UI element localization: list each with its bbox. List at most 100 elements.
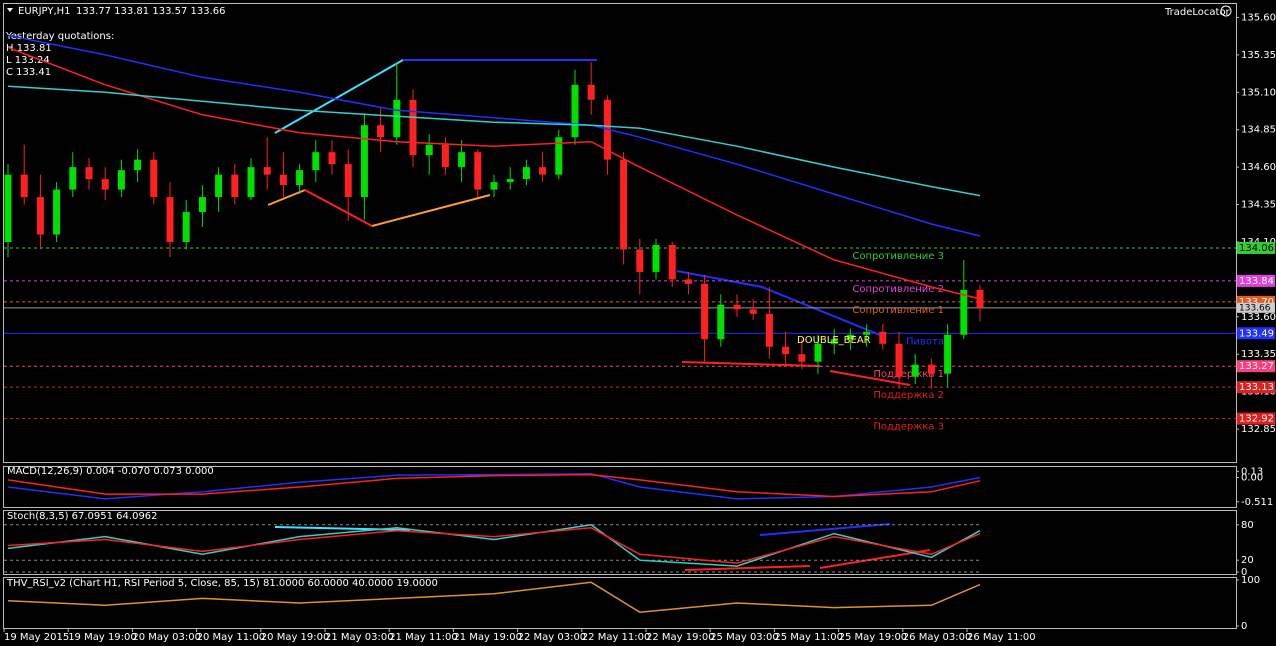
trendline — [676, 270, 763, 288]
candle-body — [539, 167, 547, 175]
indicator-line — [7, 472, 981, 500]
candle-body — [247, 167, 255, 198]
level-label: Сопротивление 2 — [852, 284, 944, 295]
time-label: 25 May 19:00 — [839, 632, 908, 643]
candle-body — [506, 179, 514, 183]
y-tick-label: 0 — [1241, 621, 1247, 632]
rsi-frame — [3, 577, 1237, 629]
price-box-label: 133.84 — [1239, 276, 1274, 287]
candle-body — [20, 174, 28, 198]
y-tick-label: 132.85 — [1241, 424, 1276, 435]
time-label: 20 May 19:00 — [261, 632, 330, 643]
brand-icon[interactable] — [1220, 5, 1232, 17]
candle-body — [198, 197, 206, 213]
candle-body — [458, 152, 466, 168]
candle-body — [960, 289, 968, 335]
menu-arrow[interactable] — [7, 8, 13, 12]
macd-frame — [3, 466, 1237, 508]
candle-body — [587, 84, 595, 100]
stoch-frame — [3, 510, 1237, 575]
pattern-label: DOUBLE_BEAR — [797, 335, 871, 346]
candle-body — [231, 174, 239, 198]
candle-body — [215, 174, 223, 198]
time-label: 19 May 2015 — [4, 632, 69, 643]
candle-body — [944, 334, 952, 374]
trendline — [274, 59, 404, 134]
candle-body — [4, 174, 12, 242]
indicator-title: THV_RSI_v2 (Chart H1, RSI Period 5, Clos… — [6, 578, 438, 589]
indicator-title: MACD(12,26,9) 0.004 -0.070 0.073 0.000 — [7, 466, 214, 477]
candle-body — [555, 137, 563, 175]
trendline — [759, 523, 891, 536]
time-label: 26 May 03:00 — [903, 632, 972, 643]
y-tick-label: 0 — [1241, 567, 1247, 578]
drawn-trendlines — [267, 59, 931, 571]
y-tick-label: 133.35 — [1241, 349, 1276, 360]
level-label: Поддержка 3 — [873, 422, 944, 433]
candle-body — [571, 84, 579, 138]
candle-body — [69, 167, 77, 190]
trendline — [684, 565, 811, 571]
price-box-label: 133.49 — [1239, 328, 1274, 339]
candle-body — [717, 304, 725, 340]
price-box-label: 132.92 — [1239, 414, 1274, 425]
candle-body — [328, 152, 336, 165]
price-box — [1237, 274, 1275, 287]
candle-body — [863, 331, 871, 335]
candle-body — [166, 197, 174, 242]
trendline — [274, 526, 411, 531]
trendline — [829, 370, 911, 386]
y-tick-label: 134.60 — [1241, 162, 1276, 173]
candle-body — [668, 244, 676, 280]
candle-body — [150, 159, 158, 198]
candle-body — [279, 174, 287, 186]
price-box — [1237, 412, 1275, 425]
level-label: Пивота — [906, 336, 944, 347]
time-label: 19 May 19:00 — [68, 632, 137, 643]
yesterday-line: C 133.41 — [6, 67, 51, 78]
candle-body — [830, 339, 838, 344]
candle-body — [182, 212, 190, 242]
candle-body — [522, 167, 530, 180]
level-label: Поддержка 2 — [873, 390, 944, 401]
level-label: Поддержка 1 — [873, 369, 944, 380]
candle-body — [782, 346, 790, 355]
candle-body — [360, 125, 368, 198]
time-label: 25 May 11:00 — [774, 632, 843, 643]
candle-body — [490, 182, 498, 190]
candle-body — [684, 279, 692, 284]
current-price-box — [1237, 302, 1275, 313]
candle-body — [377, 125, 385, 138]
indicator-line — [7, 85, 981, 197]
price-box-label: 133.70 — [1239, 297, 1274, 308]
price-box-label: 133.13 — [1239, 382, 1274, 393]
candle-body — [441, 144, 449, 168]
candle-body — [879, 331, 887, 344]
candle-body — [733, 304, 741, 310]
y-tick-label: 134.85 — [1241, 125, 1276, 136]
y-tick-label: 135.35 — [1241, 50, 1276, 61]
time-label: 21 May 03:00 — [325, 632, 394, 643]
candle-body — [911, 364, 919, 377]
candle-body — [846, 334, 854, 340]
yesterday-line: H 133.81 — [6, 43, 52, 54]
candle-body — [765, 313, 773, 347]
candle-body — [814, 343, 822, 362]
candle-body — [117, 170, 125, 190]
panel-frames — [3, 3, 1237, 629]
candle-body — [344, 164, 352, 198]
candle-body — [425, 144, 433, 156]
candle-body — [409, 99, 417, 156]
level-label: Сопротивление 3 — [852, 251, 944, 262]
level-label: Сопротивление 1 — [852, 305, 944, 316]
candle-body — [36, 197, 44, 235]
indicator-line — [7, 34, 981, 237]
time-label: 26 May 11:00 — [967, 632, 1036, 643]
time-label: 21 May 19:00 — [453, 632, 522, 643]
candle-body — [620, 159, 628, 250]
indicator-title: Stoch(8,3,5) 67.0951 64.0962 — [7, 511, 158, 522]
candle-body — [798, 354, 806, 362]
time-label: 21 May 11:00 — [389, 632, 458, 643]
